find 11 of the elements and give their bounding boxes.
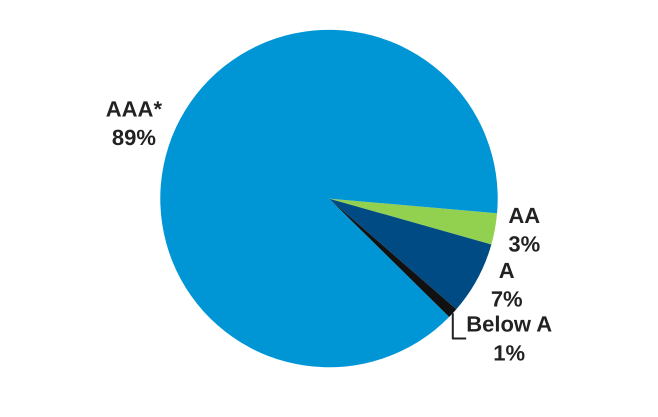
data-label: 1%	[493, 340, 526, 366]
data-label: 89%	[112, 124, 156, 150]
data-label: 7%	[490, 286, 523, 312]
slice-label: AA	[508, 203, 540, 228]
pie-slice	[329, 198, 456, 318]
slice-label: AAA*	[106, 96, 162, 122]
pie-slice	[329, 198, 498, 245]
slice-label: Below A	[466, 312, 552, 337]
slice-label: A	[498, 258, 515, 284]
data-label: 3%	[508, 232, 540, 257]
pie-slice	[329, 198, 492, 310]
